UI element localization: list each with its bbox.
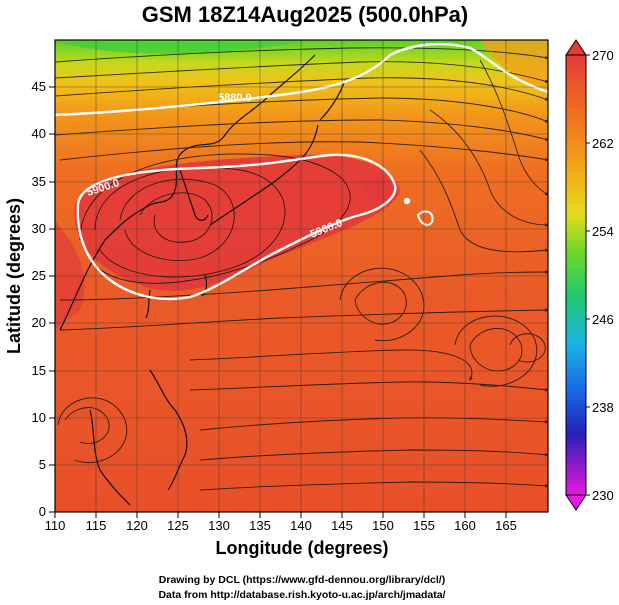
colorbar: 270 262 254 246 238 230 <box>565 39 614 511</box>
y-tick-label: 15 <box>32 363 46 378</box>
contour-small-closed <box>416 210 434 226</box>
korea-peninsula <box>179 169 209 221</box>
x-tick-label: 120 <box>126 518 148 533</box>
streamlines <box>55 47 548 491</box>
contour-label-north: 5880.0 <box>218 92 252 104</box>
y-tick-labels: 0 5 10 15 20 25 30 35 40 45 <box>32 79 46 519</box>
y-tick-label: 0 <box>39 504 46 519</box>
indochina-coast <box>89 409 131 506</box>
y-tick-label: 5 <box>39 457 46 472</box>
x-tick-labels: 110 115 120 125 130 135 140 145 150 155 … <box>45 518 517 533</box>
colorbar-tick-label: 262 <box>592 136 614 151</box>
hokkaido <box>319 79 346 121</box>
gridlines <box>55 40 548 512</box>
warm-region-west <box>55 220 85 330</box>
credit-data: Data from http://database.rish.kyoto-u.a… <box>158 589 445 601</box>
y-axis-label: Latitude (degrees) <box>4 198 24 354</box>
colorbar-bar <box>565 54 587 496</box>
colorbar-tick-label: 270 <box>592 48 614 63</box>
x-tick-marks <box>54 512 507 518</box>
x-tick-label: 165 <box>495 518 517 533</box>
cold-region-northwest <box>58 42 300 54</box>
x-tick-label: 155 <box>413 518 435 533</box>
y-tick-label: 45 <box>32 79 46 94</box>
y-tick-label: 25 <box>32 268 46 283</box>
x-tick-label: 125 <box>167 518 189 533</box>
contour-5900-closed <box>76 153 397 301</box>
x-tick-label: 110 <box>45 518 66 533</box>
contour-5880-north <box>55 42 548 117</box>
x-tick-label: 140 <box>290 518 312 533</box>
y-tick-label: 35 <box>32 174 46 189</box>
height-contours <box>55 42 548 301</box>
y-tick-marks <box>49 86 55 513</box>
x-tick-label: 150 <box>372 518 394 533</box>
colorbar-bottom-arrow <box>565 494 587 511</box>
x-tick-label: 160 <box>454 518 476 533</box>
y-tick-label: 10 <box>32 410 46 425</box>
x-tick-label: 145 <box>331 518 353 533</box>
colorbar-tick-label: 238 <box>592 400 614 415</box>
x-tick-label: 130 <box>208 518 230 533</box>
y-tick-label: 20 <box>32 315 46 330</box>
plot-area: 5880.0 5900.0 5900.0 <box>55 40 548 512</box>
asia-coast <box>59 54 316 331</box>
colorbar-tick-label: 254 <box>592 224 614 239</box>
x-tick-label: 135 <box>249 518 271 533</box>
contour-dot <box>403 197 411 205</box>
x-tick-label: 115 <box>86 518 107 533</box>
y-tick-label: 40 <box>32 126 46 141</box>
x-axis-label: Longitude (degrees) <box>215 538 388 558</box>
japan-islands <box>209 124 319 226</box>
figure-title: GSM 18Z14Aug2025 (500.0hPa) <box>142 2 468 27</box>
colorbar-top-arrow <box>565 39 587 56</box>
colorbar-tick-label: 230 <box>592 488 614 503</box>
philippines <box>149 369 188 491</box>
colorbar-tick-label: 246 <box>592 312 614 327</box>
credit-drawing: Drawing by DCL (https://www.gfd-dennou.o… <box>159 574 445 586</box>
taiwan <box>145 289 151 319</box>
y-tick-label: 30 <box>32 221 46 236</box>
